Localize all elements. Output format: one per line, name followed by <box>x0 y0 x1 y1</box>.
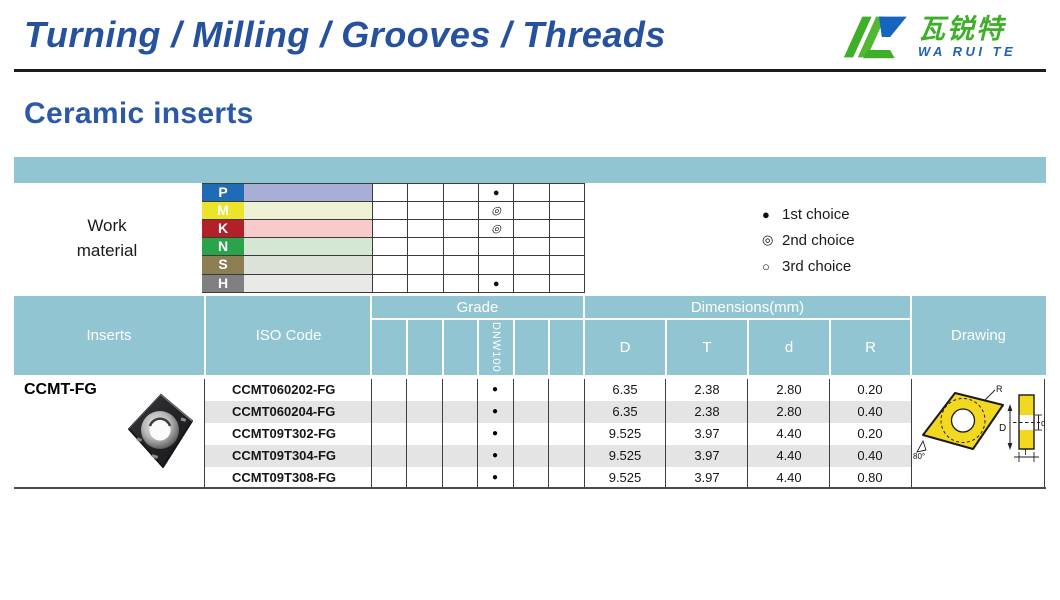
dim-R: 0.40 <box>857 448 883 463</box>
work-material-line1: Work <box>87 216 127 235</box>
company-logo: 瓦锐特 WA RUI TE <box>842 6 1052 68</box>
page-header-title: Turning / Milling / Grooves / Threads <box>24 14 666 55</box>
grade-choice-mark: ● <box>491 406 499 417</box>
legend-label: 2nd choice <box>782 231 855 249</box>
section-title: Ceramic inserts <box>24 97 254 130</box>
logo-latin-text: WA RUI TE <box>918 44 1017 59</box>
iso-code: CCMT09T302-FG <box>232 426 337 441</box>
dim-R: 0.20 <box>857 382 883 397</box>
material-tag-m: M <box>202 202 244 219</box>
logo-mark-icon <box>843 16 907 59</box>
svg-text:T: T <box>1023 447 1028 457</box>
dim-T: 2.38 <box>694 404 720 419</box>
header-iso-code: ISO Code <box>255 327 322 344</box>
iso-code: CCMT09T304-FG <box>232 448 337 463</box>
grade-choice-mark: ● <box>491 428 499 439</box>
table-bottom-border <box>14 487 1046 489</box>
dim-d: 4.40 <box>776 470 802 485</box>
dim-D: 9.525 <box>608 448 642 463</box>
header-dim-d: d <box>784 338 794 356</box>
row-stripe <box>204 401 911 423</box>
material-band-p <box>244 184 372 201</box>
header-inserts: Inserts <box>86 327 132 344</box>
work-material-label: Work material <box>14 183 200 293</box>
material-tag-s: S <box>202 256 244 274</box>
material-band-h <box>244 275 372 292</box>
dim-d: 4.40 <box>776 448 802 463</box>
insert-photo <box>128 394 193 468</box>
work-material-row-n: N <box>202 238 585 256</box>
svg-text:d: d <box>1041 418 1045 428</box>
grade-choice-mark: ● <box>491 384 499 395</box>
work-material-row-s: S <box>202 256 585 275</box>
filled-circle-icon: ● <box>762 206 770 222</box>
dim-R: 0.40 <box>857 404 883 419</box>
dim-D: 9.525 <box>608 426 642 441</box>
grade-mark-cell: ● <box>477 184 514 201</box>
row-stripe <box>204 445 911 467</box>
grade-choice-mark: ● <box>491 472 499 483</box>
material-band-n <box>244 238 372 255</box>
header-dim-R: R <box>865 338 876 356</box>
work-material-row-h: H ● <box>202 275 585 293</box>
header-dim-T: T <box>702 338 712 356</box>
grade-mark-cell <box>477 256 514 274</box>
dim-T: 3.97 <box>694 426 720 441</box>
dim-D: 6.35 <box>612 404 638 419</box>
dim-T: 2.38 <box>694 382 720 397</box>
material-tag-k: K <box>202 220 244 237</box>
product-table: Work material P ● M ◎ K ◎ N S H ● ● 1st … <box>14 157 1046 490</box>
header-grade-column: DNW100 <box>490 321 502 373</box>
dim-D: 6.35 <box>612 382 638 397</box>
work-material-row-p: P ● <box>202 183 585 202</box>
header-dimensions: Dimensions(mm) <box>690 299 805 316</box>
iso-code: CCMT09T308-FG <box>232 470 337 485</box>
header-drawing: Drawing <box>950 327 1007 344</box>
choice-legend: ● 1st choice ◎ 2nd choice ○ 3rd choice <box>762 201 962 279</box>
legend-item-2nd: ◎ 2nd choice <box>762 227 962 253</box>
header-dim-D: D <box>619 338 631 356</box>
dim-T: 3.97 <box>694 448 720 463</box>
dim-d: 2.80 <box>776 382 802 397</box>
svg-text:80°: 80° <box>913 452 925 461</box>
material-band-s <box>244 256 372 274</box>
grade-mark-cell: ● <box>477 275 514 292</box>
bullseye-circle-icon: ◎ <box>762 232 774 247</box>
legend-label: 3rd choice <box>782 257 852 275</box>
legend-item-1st: ● 1st choice <box>762 201 962 227</box>
material-tag-n: N <box>202 238 244 255</box>
material-band-m <box>244 202 372 219</box>
dim-T: 3.97 <box>694 470 720 485</box>
dim-d: 2.80 <box>776 404 802 419</box>
svg-text:R: R <box>996 384 1003 394</box>
grade-mark-cell: ◎ <box>477 220 514 237</box>
table-top-band <box>14 157 1046 183</box>
iso-code: CCMT060204-FG <box>232 404 336 419</box>
dim-R: 0.80 <box>857 470 883 485</box>
header-grade: Grade <box>456 299 499 316</box>
iso-code: CCMT060202-FG <box>232 382 336 397</box>
material-band-k <box>244 220 372 237</box>
legend-label: 1st choice <box>782 205 850 223</box>
insert-technical-drawing: R D 80° d T <box>913 384 1045 462</box>
logo-chinese-text: 瓦锐特 <box>918 14 1005 44</box>
grade-mark-cell: ◎ <box>477 202 514 219</box>
dim-R: 0.20 <box>857 426 883 441</box>
insert-series-name: CCMT-FG <box>24 381 97 398</box>
dim-D: 9.525 <box>608 470 642 485</box>
work-material-row-m: M ◎ <box>202 202 585 220</box>
material-tag-p: P <box>202 184 244 201</box>
header-divider <box>14 69 1046 72</box>
hollow-circle-icon: ○ <box>762 258 770 274</box>
grade-choice-mark: ● <box>491 450 499 461</box>
grade-mark-cell <box>477 238 514 255</box>
material-tag-h: H <box>202 275 244 292</box>
svg-text:D: D <box>999 423 1006 434</box>
dim-d: 4.40 <box>776 426 802 441</box>
work-material-row-k: K ◎ <box>202 220 585 238</box>
table-header: Inserts ISO Code Grade Dimensions(mm) Dr… <box>14 296 1046 375</box>
legend-item-3rd: ○ 3rd choice <box>762 253 962 279</box>
work-material-line2: material <box>76 241 138 260</box>
